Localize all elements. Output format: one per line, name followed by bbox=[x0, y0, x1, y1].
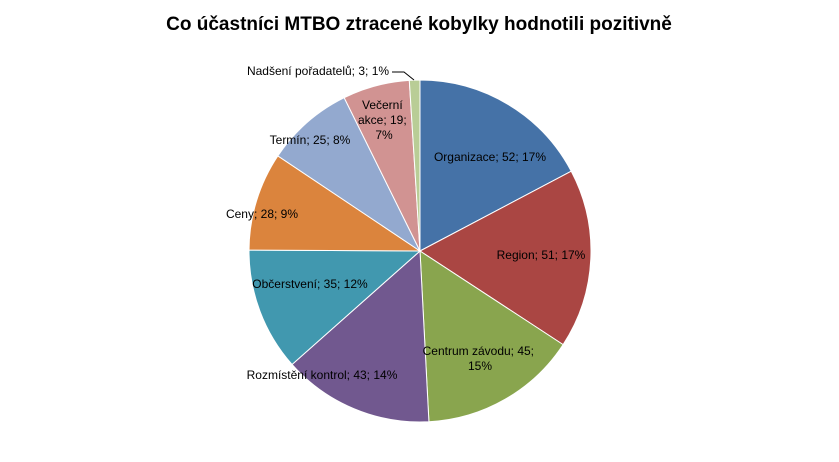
pie-slice bbox=[277, 97, 422, 253]
data-label: Centrum závodu; 45; 15% bbox=[423, 344, 538, 373]
pie-slice bbox=[248, 249, 422, 366]
pie-slice bbox=[408, 79, 421, 252]
data-label-line: Region; 51; 17% bbox=[497, 248, 586, 262]
data-label: Ceny; 28; 9% bbox=[226, 207, 298, 221]
data-label: Občerstvení; 35; 12% bbox=[252, 277, 368, 291]
pie-slice bbox=[248, 155, 422, 252]
data-label-line: Termín; 25; 8% bbox=[270, 133, 351, 147]
data-label-line: 7% bbox=[375, 128, 393, 142]
data-label-line: akce; 19; bbox=[358, 113, 410, 127]
chart-title: Co účastníci MTBO ztracené kobylky hodno… bbox=[166, 14, 672, 35]
pie-slice bbox=[291, 249, 430, 423]
data-label-line: Organizace; 52; 17% bbox=[434, 150, 546, 164]
data-label: Region; 51; 17% bbox=[497, 248, 586, 262]
data-label: Rozmístění kontrol; 43; 14% bbox=[247, 368, 398, 382]
data-label: Organizace; 52; 17% bbox=[434, 150, 546, 164]
data-label-line: Nadšení pořadatelů; 3; 1% bbox=[247, 64, 389, 78]
data-label-line: 15% bbox=[468, 359, 492, 373]
pie-slice bbox=[419, 79, 572, 252]
pie-slice bbox=[419, 170, 592, 346]
data-label: Večerní akce; 19; 7% bbox=[358, 98, 410, 142]
data-label-line: Večerní bbox=[362, 98, 406, 112]
data-label-line: Centrum závodu; 45; bbox=[423, 344, 538, 358]
leader-line bbox=[392, 71, 415, 81]
data-label: Termín; 25; 8% bbox=[270, 133, 351, 147]
data-label-line: Rozmístění kontrol; 43; 14% bbox=[247, 368, 398, 382]
data-label-line: Občerstvení; 35; 12% bbox=[252, 277, 368, 291]
data-label: Nadšení pořadatelů; 3; 1% bbox=[247, 64, 389, 78]
data-label-line: Ceny; 28; 9% bbox=[226, 207, 298, 221]
pie-slice bbox=[419, 250, 564, 423]
